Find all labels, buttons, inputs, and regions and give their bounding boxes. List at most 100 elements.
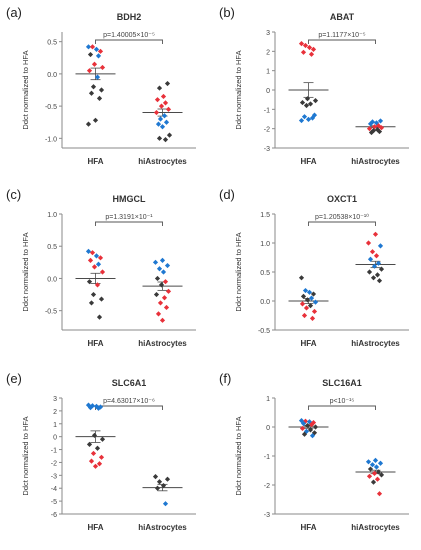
data-point xyxy=(377,118,384,124)
chart-title: BDH2 xyxy=(117,12,142,22)
data-point xyxy=(378,125,385,131)
data-point xyxy=(152,259,159,265)
y-tick-label: 0 xyxy=(266,88,270,95)
data-point xyxy=(91,264,98,270)
data-point xyxy=(307,427,314,433)
data-point xyxy=(157,300,164,306)
data-point xyxy=(163,119,170,125)
data-point xyxy=(156,266,163,272)
y-tick-label: 0 xyxy=(266,425,270,432)
data-point xyxy=(95,261,102,267)
data-point xyxy=(375,469,382,475)
data-point xyxy=(154,485,161,491)
data-point xyxy=(373,120,380,126)
chart-title: OXCT1 xyxy=(327,194,357,204)
data-point xyxy=(366,126,373,132)
data-point xyxy=(298,41,305,47)
data-point xyxy=(377,243,384,249)
p-value-label: p=4.63017×10⁻⁶ xyxy=(103,398,155,405)
y-tick-label: 3 xyxy=(53,396,57,403)
data-point xyxy=(89,250,96,256)
data-point xyxy=(85,121,92,127)
data-point xyxy=(372,457,379,463)
data-point xyxy=(88,90,95,96)
x-category-label: HFA xyxy=(301,157,317,166)
chart-panel-5: (f) SLC16A1 -3 -2 -1 0 1 Ddct normalized to HFA… xyxy=(219,371,409,532)
y-tick-label: 2 xyxy=(53,409,57,416)
data-point xyxy=(308,51,315,57)
x-category-label: HFA xyxy=(88,523,104,532)
data-point xyxy=(154,97,161,103)
data-point xyxy=(311,308,318,315)
data-point xyxy=(88,300,95,306)
data-point xyxy=(156,135,163,141)
data-point xyxy=(299,425,306,432)
chart-panel-1: (b) ABAT -3 -2 -1 0 1 2 3 Ddct normalized to HFA H… xyxy=(219,5,409,166)
chart-title: HMGCL xyxy=(113,194,146,204)
y-axis-label: Ddct normalized to HFA xyxy=(234,416,243,495)
data-point xyxy=(89,44,96,50)
data-point xyxy=(304,297,311,303)
data-point xyxy=(377,460,384,466)
data-point xyxy=(161,113,168,119)
x-category-label: hiAstrocytes xyxy=(351,523,400,532)
data-point xyxy=(155,121,162,127)
data-point xyxy=(158,282,165,288)
y-axis-label: Ddct normalized to HFA xyxy=(21,232,30,311)
x-category-label: HFA xyxy=(301,339,317,348)
data-point xyxy=(96,95,103,101)
y-axis-label: Ddct normalized to HFA xyxy=(234,50,243,129)
data-point xyxy=(370,479,377,485)
data-point xyxy=(303,305,310,311)
y-tick-label: -1 xyxy=(264,454,270,461)
data-point xyxy=(153,109,160,116)
p-value-label: p=1.1177×10⁻⁵ xyxy=(318,32,365,39)
data-point xyxy=(160,93,167,100)
data-point xyxy=(155,311,162,317)
data-point xyxy=(92,117,99,123)
data-point xyxy=(309,315,316,321)
data-point xyxy=(96,314,103,320)
data-point xyxy=(158,103,165,109)
significance-bracket xyxy=(308,405,376,410)
x-category-label: hiAstrocytes xyxy=(138,523,187,532)
y-tick-label: -4 xyxy=(51,486,57,493)
significance-bracket xyxy=(95,39,163,44)
data-point xyxy=(159,124,166,130)
data-point xyxy=(365,459,372,465)
data-point xyxy=(97,404,104,410)
significance-bracket xyxy=(308,39,376,44)
data-point xyxy=(378,266,385,272)
y-axis-label: Ddct normalized to HFA xyxy=(21,416,30,495)
data-point xyxy=(89,403,96,409)
y-tick-label: 1 xyxy=(53,422,57,429)
y-tick-label: -5 xyxy=(51,499,57,506)
significance-bracket xyxy=(95,221,163,226)
chart-panel-4: (e) SLC6A1 -6 -5 -4 -3 -2 -1 0 1 2 3 Ddct normalized… xyxy=(6,371,196,532)
chart-title: SLC16A1 xyxy=(322,378,362,388)
data-point xyxy=(310,46,317,52)
data-point xyxy=(85,44,92,50)
data-point xyxy=(94,74,101,80)
data-point xyxy=(370,275,377,281)
data-point xyxy=(308,422,315,428)
y-tick-label: 2 xyxy=(266,49,270,56)
y-tick-label: -0.5 xyxy=(45,309,57,316)
data-point xyxy=(98,296,105,302)
data-point xyxy=(301,431,308,437)
data-point xyxy=(303,102,310,109)
data-point xyxy=(98,87,105,93)
data-point xyxy=(369,249,376,255)
x-category-label: hiAstrocytes xyxy=(138,339,187,348)
x-category-label: HFA xyxy=(301,523,317,532)
data-point xyxy=(92,463,99,469)
data-point xyxy=(162,100,169,106)
y-tick-label: -1 xyxy=(51,448,57,455)
y-tick-label: -1 xyxy=(264,107,270,114)
data-point xyxy=(369,462,376,468)
data-point xyxy=(90,84,97,90)
data-point xyxy=(301,114,308,120)
data-point xyxy=(87,257,94,263)
data-point xyxy=(371,124,378,130)
data-point xyxy=(373,464,380,470)
